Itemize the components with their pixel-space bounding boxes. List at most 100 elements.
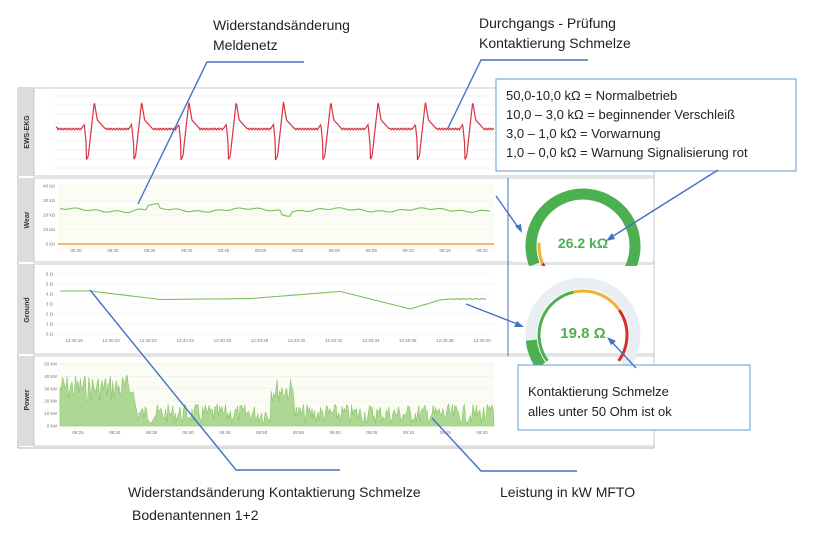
gauge-ground-zone-yellow (573, 289, 621, 311)
annotation-continuity-line-2: Kontaktierung Schmelze (479, 35, 631, 51)
annotation-power: Leistung in kW MFTO (500, 484, 635, 500)
wear-xtick: 08:50 (255, 248, 267, 253)
arrowhead-ground-box (607, 337, 616, 345)
wear-xtick: 09:15 (439, 248, 451, 253)
callout-lines (89, 59, 719, 472)
power-series-area (59, 374, 495, 427)
annotation-ground-line-2: Bodenantennen 1+2 (132, 507, 259, 523)
wear-ytick: 20 kΩ (43, 213, 56, 218)
arrowheads (514, 224, 616, 345)
annotation-net-line-1: Widerstandsänderung (213, 17, 350, 33)
arrowhead-legend (606, 233, 615, 241)
ground-ytick: 1 Ω (46, 322, 54, 327)
ground-xtick: 12:40:16 (65, 338, 83, 343)
ground-axes: 6 Ω 5 Ω 4 Ω 3 Ω 2 Ω 1 Ω 0 Ω 12:40:16 12:40:20 12:… (46, 272, 494, 343)
power-xtick: 09:20 (476, 430, 488, 435)
panel-label-wear: Wear (24, 211, 31, 228)
callout-line-wear-gauge (495, 195, 521, 231)
gauge-wear-value: 26.2 kΩ (558, 235, 608, 251)
gauge-ground-value: 19.8 Ω (560, 325, 605, 342)
ground-xtick: 12:40:38 (436, 338, 454, 343)
ground-ytick: 0 Ω (46, 332, 54, 337)
wear-xtick: 08:30 (144, 248, 156, 253)
gauge-ground: 19.8 Ω (512, 266, 652, 369)
callout-line-net (137, 61, 304, 205)
power-xtick: 09:10 (403, 430, 415, 435)
wear-ytick: 30 kΩ (43, 198, 56, 203)
power-xtick: 08:35 (146, 430, 158, 435)
annotation-net-line-2: Meldenetz (213, 37, 278, 53)
panel-power: Power 50 kW 40 kW 30 kW 20 kW 10 kW 0 kW 08:25… (18, 355, 655, 447)
legend-line-1: 50,0-10,0 kΩ = Normalbetrieb (506, 88, 677, 103)
callout-line-ground-box (609, 339, 637, 369)
power-xtick: 08:40 (183, 430, 195, 435)
wear-ytick: 40 kΩ (43, 184, 56, 189)
ekg-signal-line (55, 101, 495, 161)
power-ytick: 10 kW (44, 411, 58, 416)
ground-xtick: 12:40:36 (399, 338, 417, 343)
callout-line-ground-gauge (465, 303, 521, 326)
wear-xtick: 08:40 (181, 248, 193, 253)
panel-label-ground: Ground (24, 297, 31, 322)
ground-info-box: Kontaktierung Schmelze alles unter 50 Oh… (517, 364, 751, 431)
wear-xtick: 09:00 (329, 248, 341, 253)
ground-xtick: 12:40:32 (325, 338, 343, 343)
ground-ytick: 2 Ω (46, 312, 54, 317)
ground-ytick: 3 Ω (46, 302, 54, 307)
power-xtick: 08:25 (72, 430, 84, 435)
gauge-ground-zone-red (617, 309, 629, 362)
gauge-ground-track (525, 277, 641, 369)
legend-line-3: 3,0 – 1,0 kΩ = Vorwarnung (506, 126, 661, 141)
power-xtick: 08:50 (256, 430, 268, 435)
power-xtick: 08:30 (109, 430, 121, 435)
wear-xtick: 08:25 (107, 248, 119, 253)
arrowhead-ground-gauge (514, 321, 524, 327)
ground-ytick: 5 Ω (46, 282, 54, 287)
ground-xtick: 12:40:28 (251, 338, 269, 343)
wear-ytick: 0 kΩ (46, 242, 56, 247)
ground-info-line-1: Kontaktierung Schmelze (528, 384, 669, 399)
gauge-ground-zone-green (537, 290, 574, 362)
callout-line-power (431, 417, 577, 472)
annotation-ground-line-1: Widerstandsänderung Kontaktierung Schmel… (128, 484, 421, 500)
wear-xtick: 08:45 (218, 248, 230, 253)
wear-axes: 40 kΩ 30 kΩ 20 kΩ 10 kΩ 0 kΩ 08:20 08:25 08:30 0… (43, 184, 494, 253)
ground-xtick: 12:40:26 (214, 338, 232, 343)
gauge-wear-fill (525, 188, 641, 278)
ground-xtick: 12:40:40 (473, 338, 491, 343)
power-xtick: 08:55 (293, 430, 305, 435)
wear-xtick: 08:20 (70, 248, 82, 253)
power-ytick: 30 kW (44, 386, 58, 391)
power-ytick: 20 kW (44, 399, 58, 404)
power-xtick: 08:45 (219, 430, 231, 435)
callout-line-legend (609, 169, 719, 239)
wear-xtick: 08:55 (292, 248, 304, 253)
ground-xtick: 12:40:30 (288, 338, 306, 343)
arrowhead-wear-gauge (515, 224, 522, 233)
ground-info-line-2: alles unter 50 Ohm ist ok (528, 404, 672, 419)
callout-line-ground (89, 289, 340, 471)
wear-xtick: 09:05 (366, 248, 378, 253)
ground-ytick: 4 Ω (46, 292, 54, 297)
ground-xtick: 12:40:34 (362, 338, 380, 343)
ground-xtick: 12:40:24 (177, 338, 195, 343)
wear-xtick: 09:10 (403, 248, 415, 253)
power-xtick: 09:00 (329, 430, 341, 435)
gauge-wear-zone-yellow (537, 242, 545, 265)
wear-xtick: 09:20 (476, 248, 488, 253)
wear-ytick: 10 kΩ (43, 227, 56, 232)
wear-series-line (59, 203, 491, 217)
ground-series-line (60, 290, 487, 310)
gauge-wear: 26.2 kΩ (512, 180, 652, 280)
annotation-continuity-line-1: Durchgangs - Prüfung (479, 15, 616, 31)
legend-line-4: 1,0 – 0,0 kΩ = Warnung Signalisierung ro… (506, 145, 748, 160)
power-ytick: 0 kW (47, 424, 58, 429)
ground-xtick: 12:40:22 (139, 338, 157, 343)
power-ytick: 40 kW (44, 374, 58, 379)
panel-label-ekg: EWS-EKG (24, 115, 31, 149)
panel-label-power: Power (24, 389, 31, 410)
legend-box: 50,0-10,0 kΩ = Normalbetrieb 10,0 – 3,0 … (495, 78, 797, 172)
callout-line-continuity (447, 59, 588, 129)
ground-ytick: 6 Ω (46, 272, 54, 277)
